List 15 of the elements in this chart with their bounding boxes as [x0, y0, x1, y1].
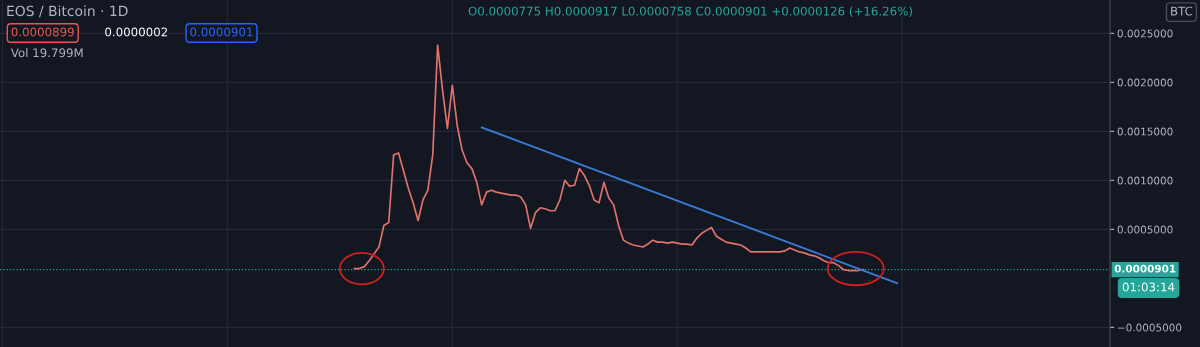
y-tick-label: 0.0020000	[1117, 78, 1173, 87]
annotation: Vol 19.799M	[10, 48, 83, 58]
text: 01:03:14	[1122, 282, 1175, 292]
annotation: O0.0000775 H0.0000917 L0.0000758 C0.0000901 +0.0000126 (+16.26%)	[468, 6, 912, 17]
y-tick-label: −0.0005000	[1118, 323, 1182, 332]
y-tick-label: 0.0010000	[1117, 176, 1173, 185]
chart-title: EOS / Bitcoin · 1D	[7, 5, 128, 18]
text: BTC	[1171, 6, 1193, 16]
y-tick-label: 0.0015000	[1117, 127, 1173, 136]
annotation: 0.0000899	[11, 27, 74, 37]
y-tick-label: 0.0005000	[1117, 225, 1173, 234]
ref-line-label: 0.0000901	[1114, 264, 1176, 273]
annotation: 0.0000002	[105, 27, 168, 37]
y-tick-label: 0.0025000	[1117, 29, 1173, 38]
annotation: 0.0000901	[190, 27, 253, 37]
